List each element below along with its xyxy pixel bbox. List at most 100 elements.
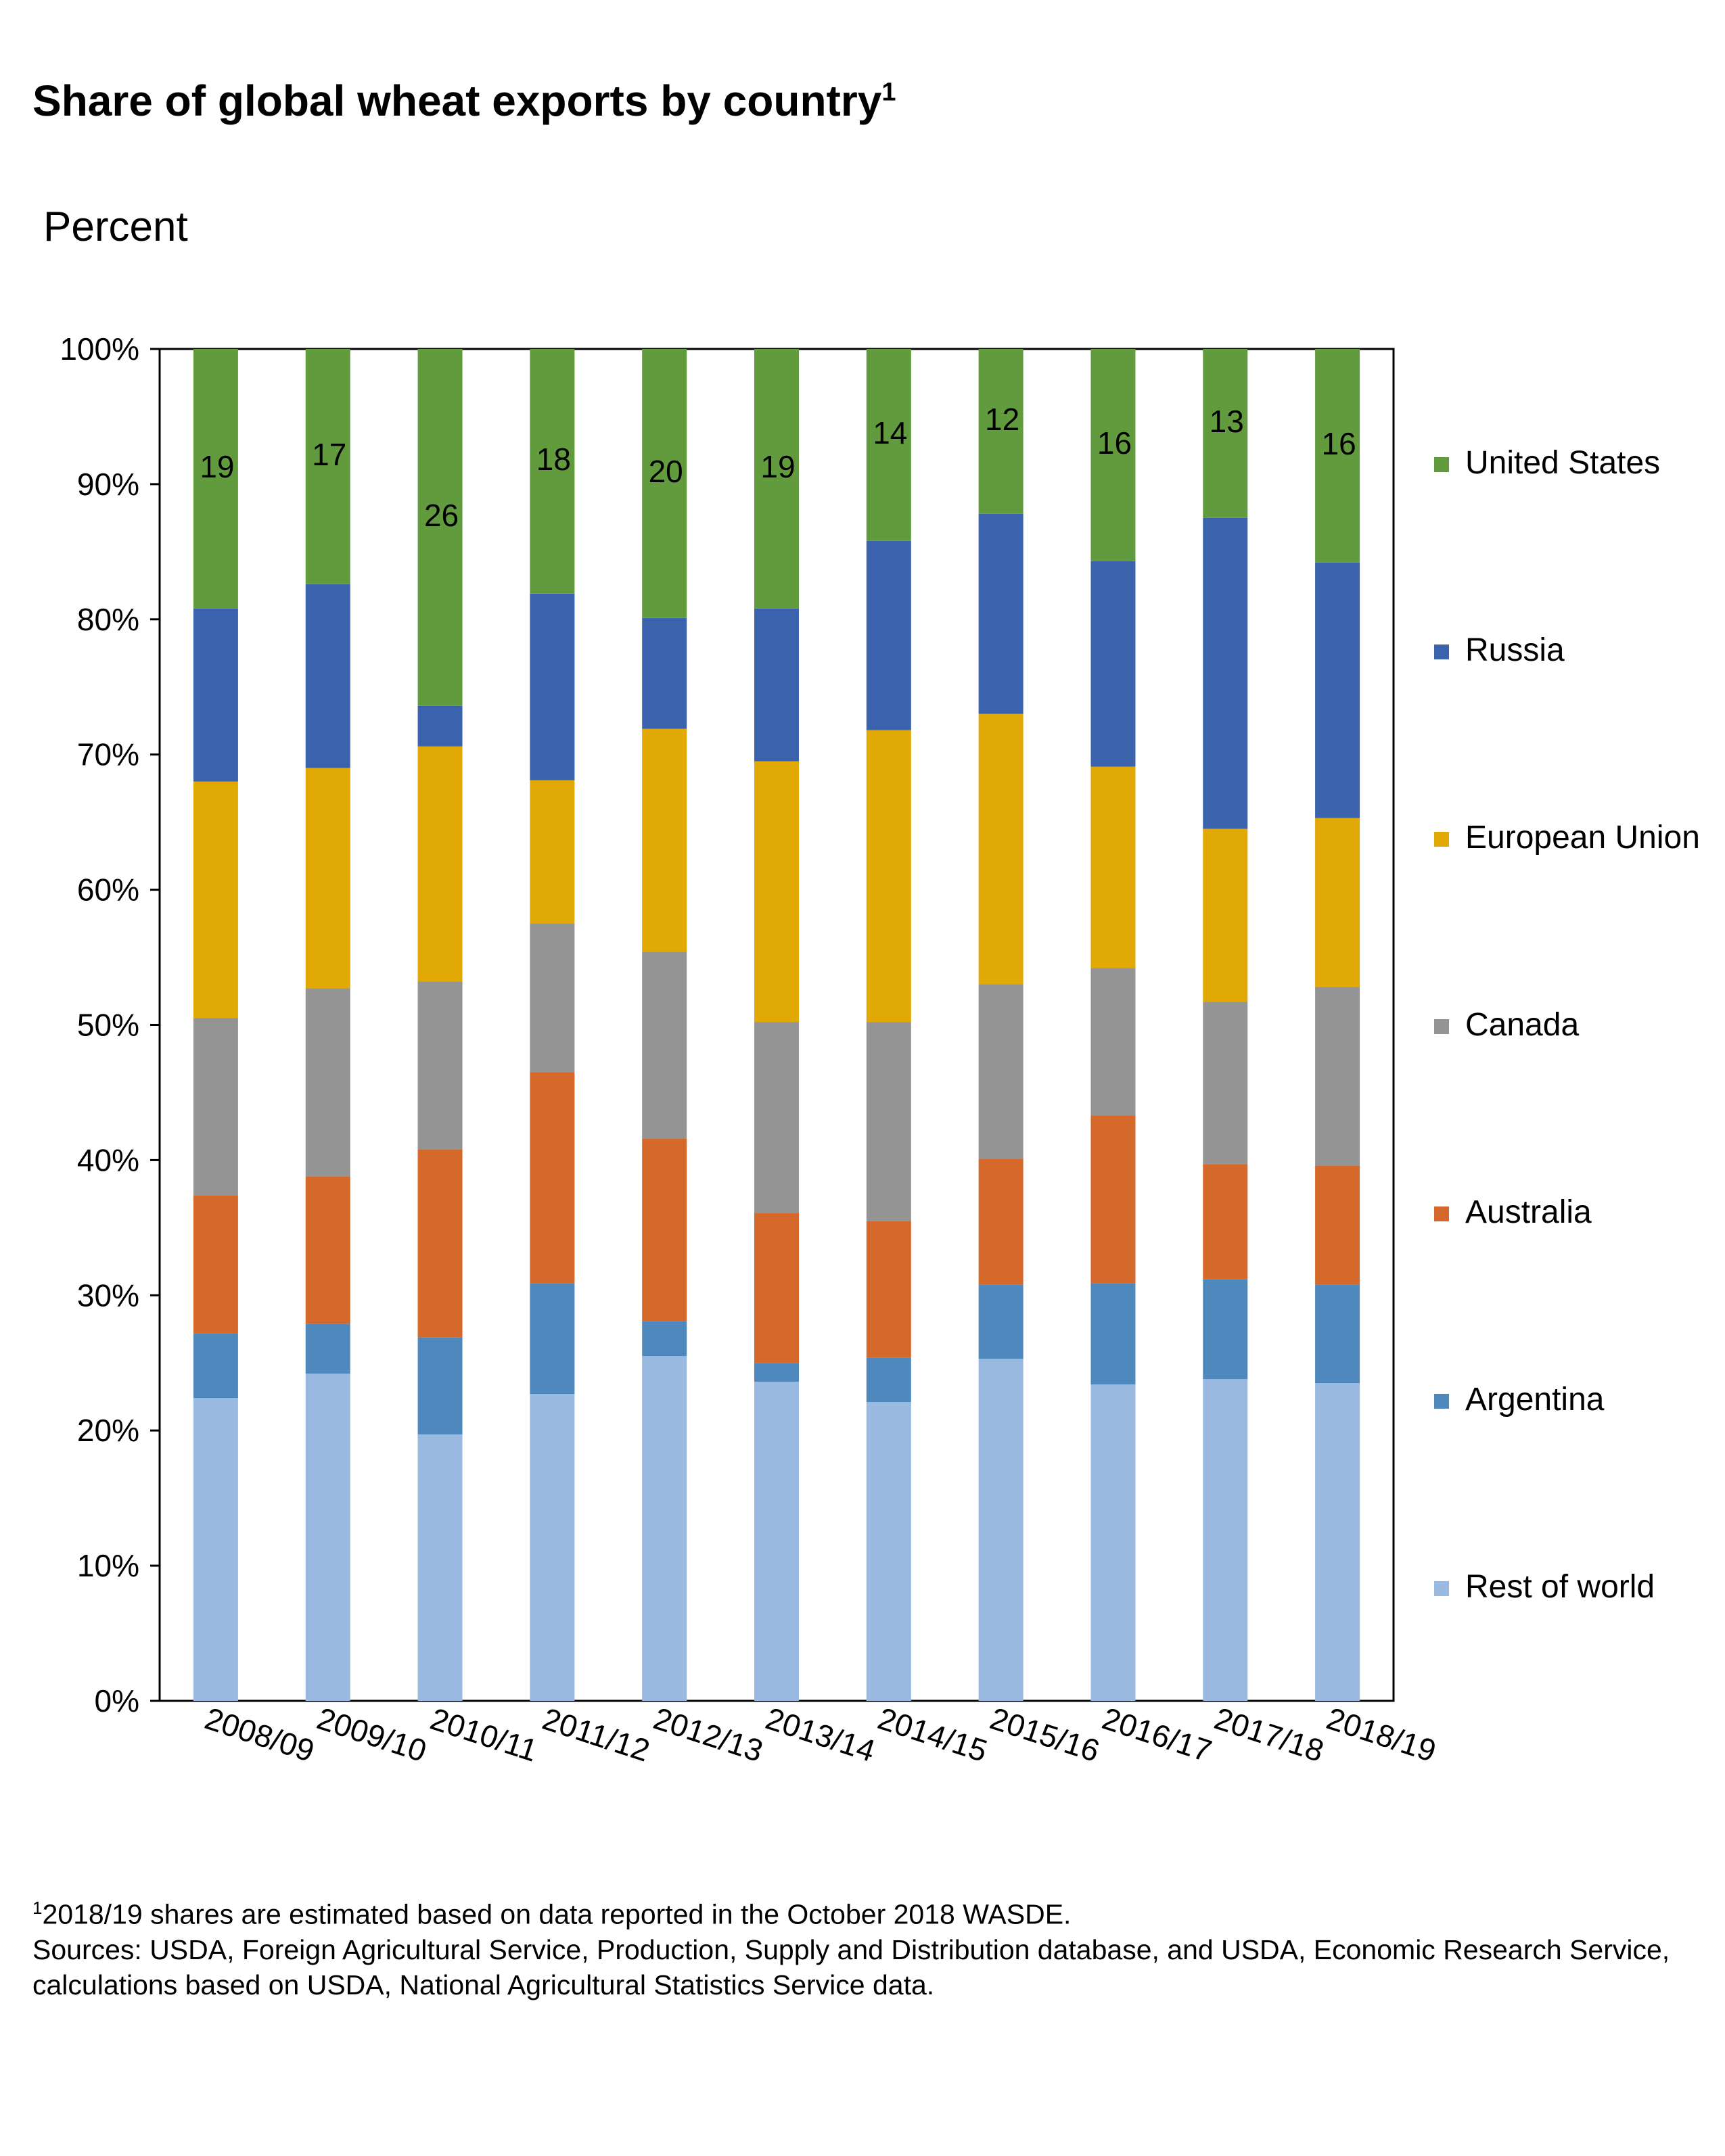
us-value-label: 12 <box>985 402 1019 437</box>
us-value-label: 13 <box>1210 404 1244 439</box>
bar-segment-european-union <box>1315 818 1360 987</box>
bar-segment-united-states <box>1315 349 1360 563</box>
us-value-label: 14 <box>873 415 907 450</box>
bar-segment-european-union <box>866 730 911 1023</box>
us-value-label: 16 <box>1097 425 1132 461</box>
bar-segment-rest-of-world <box>530 1394 575 1701</box>
bar-segment-european-union <box>417 746 463 982</box>
x-axis: 2008/092009/102010/112011/122012/132013/… <box>201 1700 1440 1768</box>
us-value-label: 18 <box>536 442 571 477</box>
bar-segment-european-union <box>978 713 1024 985</box>
bar-segment-russia <box>1315 562 1360 818</box>
x-tick-label: 2010/11 <box>426 1701 542 1768</box>
legend-swatch <box>1434 1394 1449 1409</box>
bar-segment-rest-of-world <box>754 1382 799 1701</box>
x-tick-label: 2013/14 <box>762 1700 879 1768</box>
title-footnote-marker: 1 <box>881 78 896 107</box>
us-value-label: 19 <box>200 449 234 484</box>
bar-segment-european-union <box>754 761 799 1023</box>
us-value-label: 26 <box>424 498 459 533</box>
bar-segment-european-union <box>530 780 575 924</box>
bar-segment-argentina <box>1203 1279 1248 1380</box>
bar-segment-rest-of-world <box>417 1434 463 1701</box>
x-tick-label: 2016/17 <box>1098 1700 1216 1768</box>
bar-segment-canada <box>193 1018 238 1196</box>
legend-swatch <box>1434 1581 1449 1596</box>
bar-segment-rest-of-world <box>193 1398 238 1701</box>
bar-segment-united-states <box>417 349 463 706</box>
us-value-label: 20 <box>649 454 683 489</box>
us-data-labels: 19 17 26 18 20 19 14 12 16 13 16 <box>200 402 1356 533</box>
bar-segment-argentina <box>193 1333 238 1399</box>
chart-title-text: Share of global wheat exports by country <box>32 76 882 125</box>
bar-segment-european-union <box>642 728 687 952</box>
bar-segment-australia <box>866 1221 911 1358</box>
bar-segment-australia <box>417 1149 463 1338</box>
x-tick-label: 2015/16 <box>986 1700 1103 1768</box>
bar-segment-united-states <box>305 349 350 584</box>
bar-segment-rest-of-world <box>978 1359 1024 1701</box>
bar-segment-australia <box>1090 1115 1136 1284</box>
bar-segment-rest-of-world <box>1090 1384 1136 1701</box>
bar-segment-argentina <box>530 1283 575 1395</box>
bar-segment-canada <box>1090 968 1136 1116</box>
bar-segment-australia <box>978 1158 1024 1285</box>
y-tick-label: 30% <box>77 1278 139 1313</box>
bar-segment-canada <box>1203 1002 1248 1165</box>
bar-segment-russia <box>530 593 575 780</box>
legend-swatch <box>1434 1019 1449 1034</box>
legend-label: European Union <box>1465 820 1700 856</box>
y-tick-label: 80% <box>77 602 139 637</box>
bar-segment-argentina <box>417 1337 463 1435</box>
x-tick-label: 2012/13 <box>649 1700 767 1768</box>
bar-segment-united-states <box>866 349 911 541</box>
bar-segment-canada <box>642 952 687 1139</box>
bar-segment-canada <box>1315 987 1360 1166</box>
legend-label: Australia <box>1465 1194 1592 1230</box>
legend-swatch <box>1434 832 1449 847</box>
legend-swatch <box>1434 457 1449 472</box>
legend-label: Russia <box>1465 632 1565 668</box>
y-tick-label: 90% <box>77 467 139 502</box>
bar-segment-european-union <box>1203 828 1248 1002</box>
y-tick-label: 50% <box>77 1008 139 1043</box>
sources-line-1: Sources: USDA, Foreign Agricultural Serv… <box>32 1934 1670 1965</box>
x-tick-label: 2008/09 <box>201 1700 319 1768</box>
bar-segment-rest-of-world <box>1315 1383 1360 1701</box>
bar-segment-argentina <box>1090 1283 1136 1385</box>
x-tick-label: 2018/19 <box>1322 1700 1440 1768</box>
bar-segment-canada <box>978 984 1024 1159</box>
bar-segment-canada <box>530 923 575 1073</box>
x-tick-label: 2014/15 <box>874 1700 992 1768</box>
footnotes: 12018/19 shares are estimated based on d… <box>32 1890 1670 2002</box>
bar-segment-canada <box>417 981 463 1150</box>
bar-segment-united-states <box>1203 349 1248 518</box>
bar-segment-russia <box>978 513 1024 714</box>
legend-swatch <box>1434 1206 1449 1221</box>
bar-segment-canada <box>754 1022 799 1213</box>
x-tick-label: 2017/18 <box>1210 1700 1328 1768</box>
bar-segment-rest-of-world <box>642 1356 687 1701</box>
bar-segment-argentina <box>642 1321 687 1357</box>
bar-segment-united-states <box>978 349 1024 514</box>
bar-segment-european-union <box>193 781 238 1018</box>
legend-label: Argentina <box>1465 1382 1605 1417</box>
bar-segment-united-states <box>754 349 799 609</box>
sources-line-2: calculations based on USDA, National Agr… <box>32 1969 935 2000</box>
bar-segment-rest-of-world <box>305 1374 350 1701</box>
bar-segment-rest-of-world <box>866 1402 911 1701</box>
bar-segment-argentina <box>1315 1284 1360 1384</box>
bar-segment-canada <box>305 988 350 1177</box>
bar-segment-australia <box>305 1176 350 1324</box>
bar-segment-australia <box>642 1138 687 1321</box>
bar-segment-argentina <box>754 1363 799 1382</box>
bar-segment-european-union <box>305 768 350 989</box>
y-tick-label: 0% <box>95 1683 139 1718</box>
bars <box>193 349 1360 1701</box>
us-value-label: 19 <box>760 449 795 484</box>
bar-segment-australia <box>193 1195 238 1334</box>
legend-label: Rest of world <box>1465 1569 1655 1605</box>
bar-segment-russia <box>1090 561 1136 767</box>
bar-segment-russia <box>754 608 799 761</box>
bar-segment-russia <box>642 617 687 729</box>
